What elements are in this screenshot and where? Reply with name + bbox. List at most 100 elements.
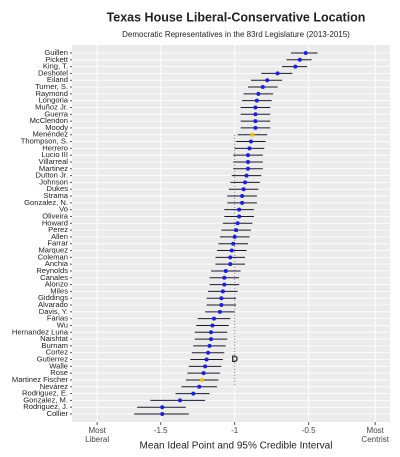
point	[207, 343, 212, 348]
point	[244, 173, 249, 178]
y-tick-label: King, T.	[43, 62, 68, 71]
point	[223, 268, 228, 273]
point	[275, 71, 280, 76]
y-tick-label: Anchia	[45, 259, 69, 268]
y-tick-label: Naishtat	[40, 334, 69, 343]
y-tick-label: Reynolds	[36, 266, 68, 275]
point	[241, 187, 246, 192]
point	[248, 139, 253, 144]
y-tick-label: Gonzalez, N.	[24, 198, 68, 207]
y-tick-label: Alvarado	[38, 300, 68, 309]
x-tick-label: -1.5	[153, 426, 168, 435]
point	[253, 125, 258, 130]
y-tick-label: Farias	[47, 314, 68, 323]
point	[229, 248, 234, 253]
y-tick-label: Muñoz Jr.	[35, 102, 68, 111]
y-tick-label: Walle	[49, 361, 68, 370]
y-tick-label: Gutierrez	[37, 355, 68, 364]
y-tick-label: Miles	[50, 286, 68, 295]
y-tick-label: Burnam	[41, 341, 68, 350]
point	[246, 166, 251, 171]
point	[303, 51, 308, 55]
point	[237, 207, 242, 212]
point	[234, 228, 239, 233]
point	[228, 262, 233, 267]
y-tick-label: Lucio III	[41, 150, 68, 159]
y-tick-label: Rodriguez, J.	[23, 402, 68, 411]
point	[191, 391, 196, 396]
y-tick-label: Canales	[40, 273, 68, 282]
y-tick-label: Menéndez	[33, 130, 69, 139]
y-tick-label: Martinez	[39, 164, 68, 173]
point	[203, 364, 208, 369]
x-tick-label: Most Liberal	[85, 426, 110, 444]
y-tick-label: Perez	[48, 225, 68, 234]
y-tick-label: Nevárez	[40, 382, 68, 391]
point	[209, 330, 214, 335]
point	[246, 153, 251, 158]
point	[209, 337, 214, 342]
annotation: D	[231, 354, 238, 364]
y-tick-label: Pickett	[45, 55, 69, 64]
x-tick-label: -0.5	[301, 426, 316, 435]
point	[210, 323, 215, 328]
point	[250, 132, 255, 137]
point	[297, 57, 302, 62]
point	[204, 357, 209, 362]
y-tick-label: Farrar	[47, 239, 68, 248]
y-tick-label: Raymond	[36, 89, 69, 98]
point	[247, 146, 252, 151]
y-tick-label: Guerra	[44, 109, 68, 118]
point	[256, 91, 261, 96]
y-tick-label: Coleman	[38, 252, 68, 261]
point	[231, 241, 236, 246]
y-tick-label: Herrero	[42, 143, 68, 152]
point	[265, 78, 270, 83]
point	[228, 255, 233, 260]
point	[211, 316, 216, 321]
x-tick-label: Most Centrist	[361, 426, 389, 444]
y-tick-label: Turner, S.	[35, 82, 68, 91]
point	[200, 377, 205, 382]
y-tick-label: Rose	[50, 368, 68, 377]
point	[232, 234, 237, 239]
y-tick-label: Moody	[45, 123, 68, 132]
point	[253, 105, 258, 110]
y-tick-label: Vo	[59, 205, 68, 214]
y-tick-label: Allen	[51, 232, 68, 241]
point	[219, 296, 224, 301]
y-tick-label: Howard	[42, 218, 68, 227]
point	[253, 119, 258, 124]
y-tick-label: Guillen	[44, 48, 68, 57]
point	[240, 194, 245, 199]
point	[220, 289, 225, 294]
point	[240, 200, 245, 205]
point	[246, 159, 251, 164]
y-tick-label: Villarreal	[39, 157, 69, 166]
y-tick-label: Dutton Jr.	[36, 171, 69, 180]
x-tick-label: -1	[231, 426, 239, 435]
point	[293, 64, 298, 69]
y-tick-label: Alonzo	[45, 280, 68, 289]
point	[237, 214, 242, 219]
point	[253, 112, 258, 117]
chart-title: Texas House Liberal-Conservative Locatio…	[107, 10, 366, 24]
y-tick-label: Johnson	[39, 177, 68, 186]
point	[243, 180, 248, 185]
y-tick-label: Davis, Y.	[39, 307, 68, 316]
point	[222, 275, 227, 280]
y-tick-label: Longoria	[38, 96, 68, 105]
y-tick-label: Gonzalez, M.	[23, 395, 68, 404]
y-tick-label: Eiland	[47, 75, 68, 84]
y-tick-label: McClendon	[30, 116, 68, 125]
point	[260, 85, 265, 90]
point	[201, 371, 206, 376]
y-tick-label: Oliveira	[42, 211, 69, 220]
point	[160, 412, 165, 416]
y-tick-label: Wu	[57, 320, 68, 329]
y-tick-label: Thompson, S.	[21, 137, 68, 146]
point	[235, 221, 240, 226]
y-tick-label: Rodriguez, E.	[22, 389, 68, 398]
